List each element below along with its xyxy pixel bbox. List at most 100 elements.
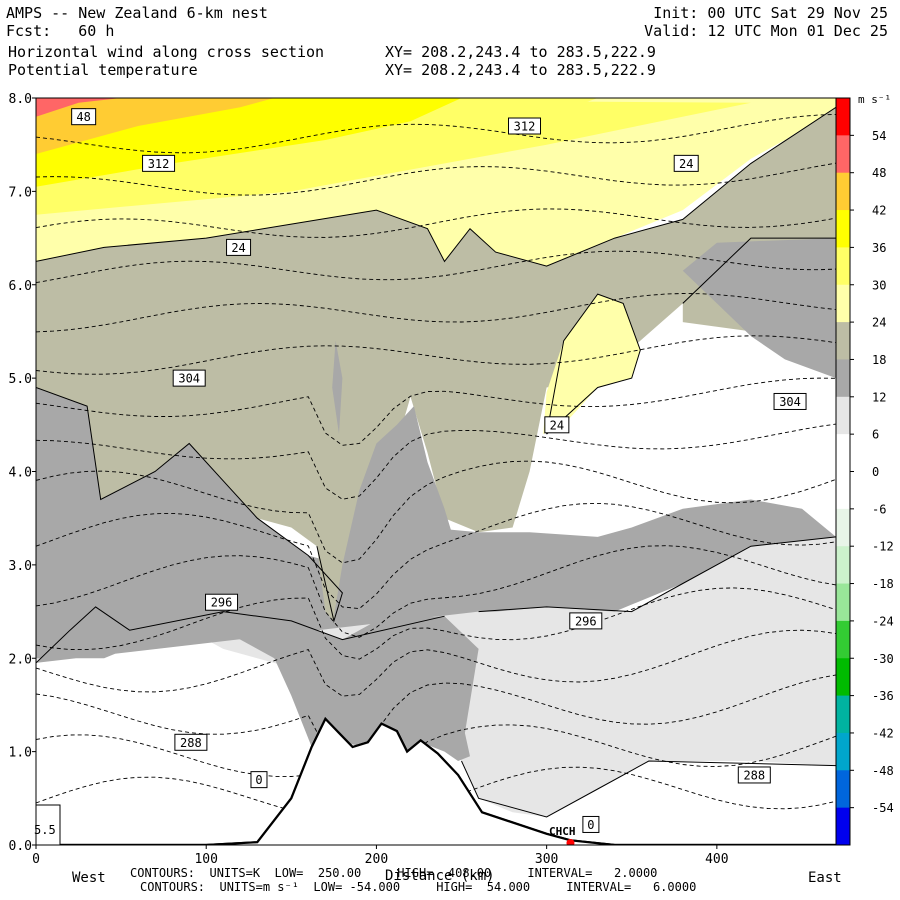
colorbar-band-0 (836, 98, 850, 136)
theta-contour-15 (36, 113, 836, 154)
station-marker (566, 839, 575, 845)
theta-contour-1 (36, 724, 836, 823)
colorbar-band-6 (836, 322, 850, 360)
colorbar-label-5: 24 (872, 316, 886, 330)
colorbar-band-4 (836, 247, 850, 286)
colorbar-label-7: 12 (872, 390, 886, 404)
x-tick-label-4: 400 (705, 852, 728, 867)
init-time: Init: 00 UTC Sat 29 Nov 25 (653, 4, 888, 22)
colorbar-label-12: -18 (872, 577, 894, 591)
theta-contour-3 (36, 629, 836, 697)
colorbar-band-1 (836, 135, 850, 174)
colorbar-label-2: 42 (872, 204, 886, 218)
x-tick-label-3: 300 (535, 852, 558, 867)
model-title: AMPS -- New Zealand 6-km nest (6, 4, 268, 22)
wind-band-12-18-column (333, 406, 462, 621)
contour-label-box-5 (172, 369, 206, 387)
wind-contour-6 (461, 760, 836, 818)
contour-label-13: 0 (587, 818, 594, 832)
colorbar-label-3: 36 (872, 241, 886, 255)
theta-contour-6 (36, 502, 836, 610)
theta-contour-4 (36, 587, 836, 660)
colorbar-band-9 (836, 434, 850, 472)
colorbar-label-8: 6 (872, 428, 879, 442)
colorbar-band-5 (836, 284, 850, 323)
theta-contour-11 (36, 293, 836, 333)
contour-label-10: 288 (180, 736, 202, 750)
wind-contour-1 (36, 106, 836, 267)
wind-contour-3 (546, 293, 641, 435)
contour-label-box-2 (508, 117, 542, 135)
colorbar-label-9: 0 (872, 465, 879, 479)
theta-contour-13 (36, 208, 836, 238)
contour-label-box-13 (582, 815, 600, 833)
wind-contour-0 (36, 387, 343, 623)
y-tick-label-4: 4.0 (9, 466, 32, 481)
theta-contour-2 (36, 674, 836, 758)
y-tick-label-3: 3.0 (9, 559, 32, 574)
theta-contour-12 (36, 250, 836, 284)
colorbar-label-0: 54 (872, 129, 886, 143)
colorbar-label-16: -42 (872, 726, 894, 740)
colorbar-band-3 (836, 210, 850, 248)
corner-value-label: 5.5 (34, 823, 56, 837)
y-tick-label-2: 2.0 (9, 652, 32, 667)
wind-band-24-30-blob (543, 294, 641, 435)
contour-label-box-1 (142, 154, 176, 172)
wind-contour-5 (478, 536, 836, 613)
contour-label-box-11 (737, 766, 771, 784)
y-tick-label-6: 6.0 (9, 279, 32, 294)
colorbar-band-8 (836, 396, 850, 435)
station-label: CHCH (549, 825, 576, 838)
terrain-outline (36, 717, 836, 845)
colorbar-label-4: 30 (872, 278, 886, 292)
contour-label-box-9 (569, 612, 603, 630)
colorbar-band-13 (836, 583, 850, 622)
colorbar-label-15: -36 (872, 689, 894, 703)
terrain-fill (36, 718, 836, 845)
colorbar-label-13: -24 (872, 614, 894, 628)
cross-section-coords-1: XY= 208.2,243.4 to 283.5,222.9 (385, 43, 656, 61)
theta-contours-note: CONTOURS: UNITS=K LOW= 250.00 HIGH= 408.… (130, 866, 658, 880)
contour-label-12: 0 (255, 773, 262, 787)
colorbar-label-6: 18 (872, 353, 886, 367)
colorbar-label-1: 48 (872, 166, 886, 180)
contour-label-1: 312 (148, 157, 170, 171)
east-label: East (808, 870, 842, 886)
contour-label-3: 24 (679, 157, 693, 171)
contour-label-4: 24 (231, 241, 245, 255)
colorbar-label-18: -54 (872, 801, 894, 815)
cross-section-coords-2: XY= 208.2,243.4 to 283.5,222.9 (385, 61, 656, 79)
contour-label-box-4 (226, 238, 252, 256)
y-tick-label-8: 8.0 (9, 92, 32, 107)
colorbar-band-2 (836, 172, 850, 211)
forecast-hour: Fcst: 60 h (6, 22, 115, 40)
contour-label-box-12 (250, 771, 268, 789)
wind-band-12-18 (36, 219, 836, 761)
colorbar-label-17: -48 (872, 764, 894, 778)
contour-label-0: 48 (76, 110, 90, 124)
contour-label-8: 296 (211, 596, 233, 610)
colorbar-band-18 (836, 770, 850, 809)
wind-band-12-18-sliver (332, 340, 343, 435)
y-tick-label-7: 7.0 (9, 185, 32, 200)
contour-label-box-10 (174, 733, 208, 751)
theta-contour-9 (36, 377, 836, 446)
contour-label-11: 288 (743, 768, 765, 782)
colorbar-label-10: -6 (872, 502, 886, 516)
wind-band-18-24 (36, 107, 836, 621)
wind-contour-4 (682, 237, 836, 304)
wind-contour-2 (36, 606, 445, 664)
theta-contour-8 (36, 423, 836, 500)
west-label: West (72, 870, 106, 886)
x-tick-label-0: 0 (32, 852, 40, 867)
colorbar-band-19 (836, 807, 850, 846)
contour-label-7: 304 (779, 395, 801, 409)
colorbar-band-14 (836, 620, 850, 659)
field-description-1: Horizontal wind along cross section (8, 43, 325, 61)
contour-label-6: 24 (550, 418, 564, 432)
x-axis-label: Distance (km) (385, 868, 495, 884)
corner-label-box (35, 804, 61, 846)
theta-contour-14 (36, 162, 836, 196)
colorbar-unit: m s⁻¹ (858, 93, 892, 106)
